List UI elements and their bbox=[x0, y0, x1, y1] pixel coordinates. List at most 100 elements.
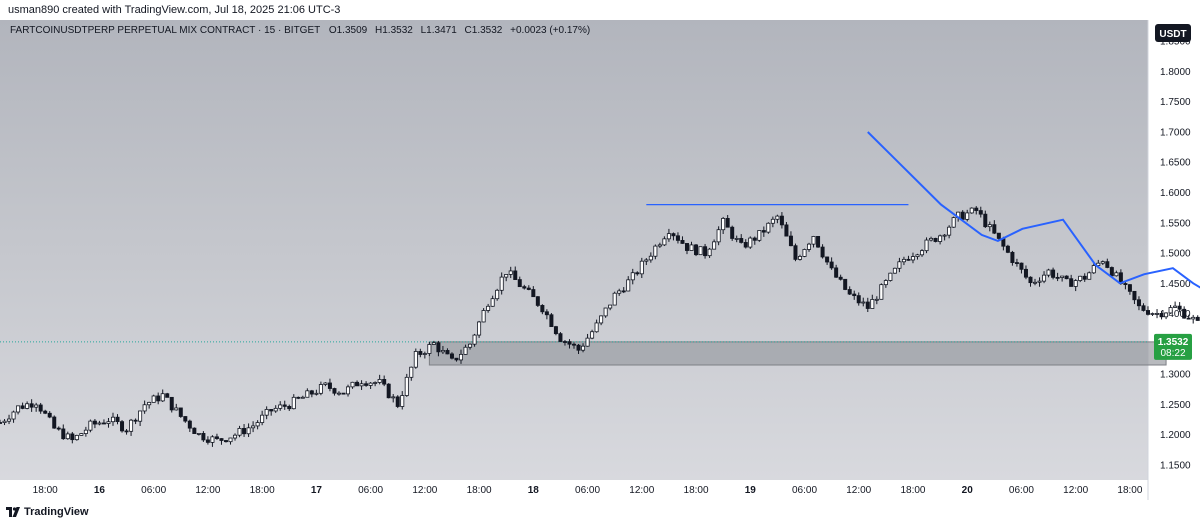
candle-body bbox=[802, 249, 807, 257]
candle-body bbox=[1010, 251, 1015, 263]
candle-body bbox=[192, 427, 197, 434]
candle-body bbox=[47, 412, 52, 418]
candle-body bbox=[43, 410, 48, 414]
candle-body bbox=[617, 290, 622, 294]
candle-body bbox=[187, 420, 192, 429]
candle-body bbox=[960, 211, 965, 220]
candle-body bbox=[734, 238, 739, 240]
candle-body bbox=[929, 237, 934, 241]
candle-body bbox=[1023, 268, 1028, 278]
candle-body bbox=[567, 341, 572, 345]
candle-body bbox=[707, 248, 712, 257]
candle-body bbox=[947, 226, 952, 236]
candle-body bbox=[115, 416, 120, 423]
time-tick-label: 18:00 bbox=[33, 485, 58, 496]
candle-body bbox=[120, 421, 125, 432]
candle-body bbox=[825, 256, 830, 263]
chart-title: FARTCOINUSDTPERP PERPETUAL MIX CONTRACT … bbox=[10, 25, 590, 36]
candle-body bbox=[233, 434, 238, 439]
candle-body bbox=[1033, 281, 1038, 284]
candle-body bbox=[721, 218, 726, 231]
candle-body bbox=[648, 255, 653, 261]
time-axis-panel bbox=[0, 480, 1200, 500]
candle-body bbox=[892, 267, 897, 274]
candle-body bbox=[178, 407, 183, 417]
price-axis-ticks: 1.8500 1.8000 1.7500 1.7000 1.6500 1.6000 1.55… bbox=[1160, 37, 1191, 472]
price-chart[interactable]: 1.8500 1.8000 1.7500 1.7000 1.6500 1.6000 1.55… bbox=[0, 20, 1200, 500]
candle-body bbox=[576, 344, 581, 351]
projection-path[interactable] bbox=[867, 131, 1200, 347]
candle-body bbox=[788, 235, 793, 247]
candle-body bbox=[2, 420, 7, 423]
candle-body bbox=[987, 224, 992, 228]
candle-body bbox=[621, 290, 626, 293]
time-axis-ticks: 18:00 16 06:00 12:00 18:00 17 06:00 12:00 18:00 1… bbox=[33, 485, 1143, 496]
candle-body bbox=[779, 215, 784, 226]
candle-body bbox=[1182, 308, 1187, 319]
chart-canvas[interactable]: 1.8500 1.8000 1.7500 1.7000 1.6500 1.6000 1.55… bbox=[0, 20, 1200, 500]
candle-body bbox=[766, 222, 771, 233]
candle-body bbox=[7, 418, 12, 422]
candle-body bbox=[79, 433, 84, 436]
candle-body bbox=[255, 422, 260, 427]
plot-background bbox=[0, 20, 1148, 480]
candle-body bbox=[309, 390, 314, 395]
candle-body bbox=[983, 213, 988, 228]
candle-body bbox=[743, 242, 748, 248]
candle-body bbox=[160, 393, 165, 402]
candle-body bbox=[201, 433, 206, 441]
candle-body bbox=[436, 342, 441, 353]
candle-body bbox=[938, 235, 943, 242]
candle-body bbox=[562, 341, 567, 343]
candle-body bbox=[712, 241, 717, 250]
time-tick-label: 06:00 bbox=[141, 485, 166, 496]
price-tick-label: 1.5500 bbox=[1160, 218, 1191, 229]
candle-body bbox=[1186, 317, 1191, 320]
candle-body bbox=[739, 238, 744, 243]
candle-body bbox=[454, 357, 459, 361]
candle-body bbox=[590, 331, 595, 339]
candle-body bbox=[834, 267, 839, 278]
candle-body bbox=[373, 382, 378, 384]
candle-body bbox=[748, 237, 753, 248]
tradingview-logo[interactable]: TradingView bbox=[6, 506, 89, 518]
tradingview-brand: TradingView bbox=[24, 506, 89, 518]
candle-body bbox=[92, 420, 97, 425]
candle-body bbox=[404, 376, 409, 396]
candle-body bbox=[770, 218, 775, 224]
support-zone[interactable] bbox=[428, 341, 1167, 366]
candle-body bbox=[1150, 313, 1155, 315]
candle-body bbox=[273, 407, 278, 412]
candle-body bbox=[449, 353, 454, 359]
candle-body bbox=[793, 245, 798, 260]
candle-body bbox=[1127, 284, 1132, 292]
candle-body bbox=[1078, 275, 1083, 281]
candle-body bbox=[223, 440, 228, 443]
candle-body bbox=[549, 314, 554, 328]
time-tick-label: 17 bbox=[311, 485, 323, 496]
time-tick-label: 06:00 bbox=[1009, 485, 1034, 496]
candle-body bbox=[879, 284, 884, 300]
candle-body bbox=[1155, 313, 1160, 315]
candle-body bbox=[694, 244, 699, 256]
countdown-value: 08:22 bbox=[1160, 348, 1185, 359]
currency-badge[interactable]: USDT bbox=[1155, 24, 1191, 42]
candle-body bbox=[427, 344, 432, 354]
candle-body bbox=[594, 322, 599, 333]
candle-body bbox=[1005, 245, 1010, 253]
candle-body bbox=[481, 310, 486, 323]
candle-body bbox=[341, 392, 346, 395]
price-tick-label: 1.6000 bbox=[1160, 188, 1191, 199]
candle-body bbox=[237, 428, 242, 436]
candle-body bbox=[409, 366, 414, 378]
candle-body bbox=[1055, 276, 1060, 279]
time-tick-label: 16 bbox=[94, 485, 106, 496]
candle-body bbox=[1073, 280, 1078, 287]
time-tick-label: 12:00 bbox=[1063, 485, 1088, 496]
candle-body bbox=[16, 405, 21, 413]
candle-body bbox=[314, 392, 319, 395]
candle-body bbox=[296, 396, 301, 399]
candle-body bbox=[612, 292, 617, 306]
candle-body bbox=[156, 395, 161, 402]
candle-body bbox=[1114, 272, 1119, 277]
